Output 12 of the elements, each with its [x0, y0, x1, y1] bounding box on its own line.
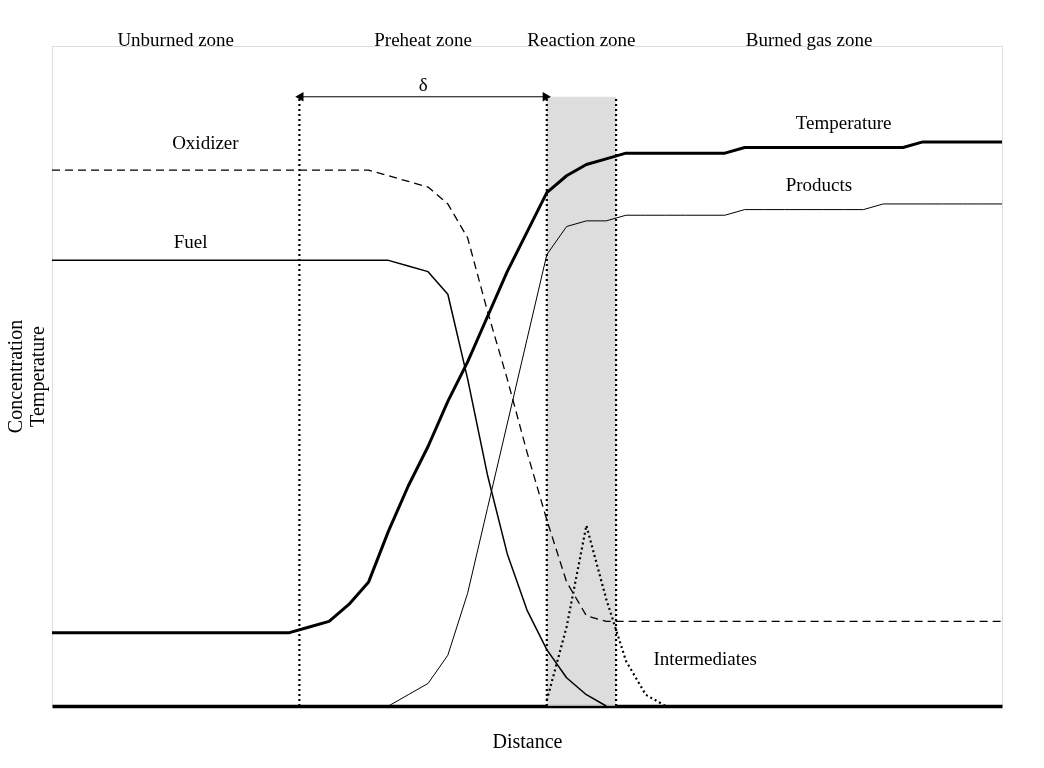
text: Unburned zone — [117, 28, 234, 50]
text: Reaction zone — [527, 28, 636, 50]
x-axis-title: Distance — [492, 729, 563, 752]
series-label: Oxidizer — [172, 132, 240, 153]
series-label: Temperature — [795, 112, 892, 134]
y-axis-title: Concentration Temperature — [3, 319, 49, 434]
text: Burned gas zone — [745, 28, 873, 50]
text: δ — [418, 73, 428, 95]
series-label: Products — [785, 174, 853, 196]
text: Preheat zone — [374, 28, 472, 50]
series-label: Fuel — [173, 230, 208, 252]
series-label: Intermediates — [653, 648, 757, 670]
